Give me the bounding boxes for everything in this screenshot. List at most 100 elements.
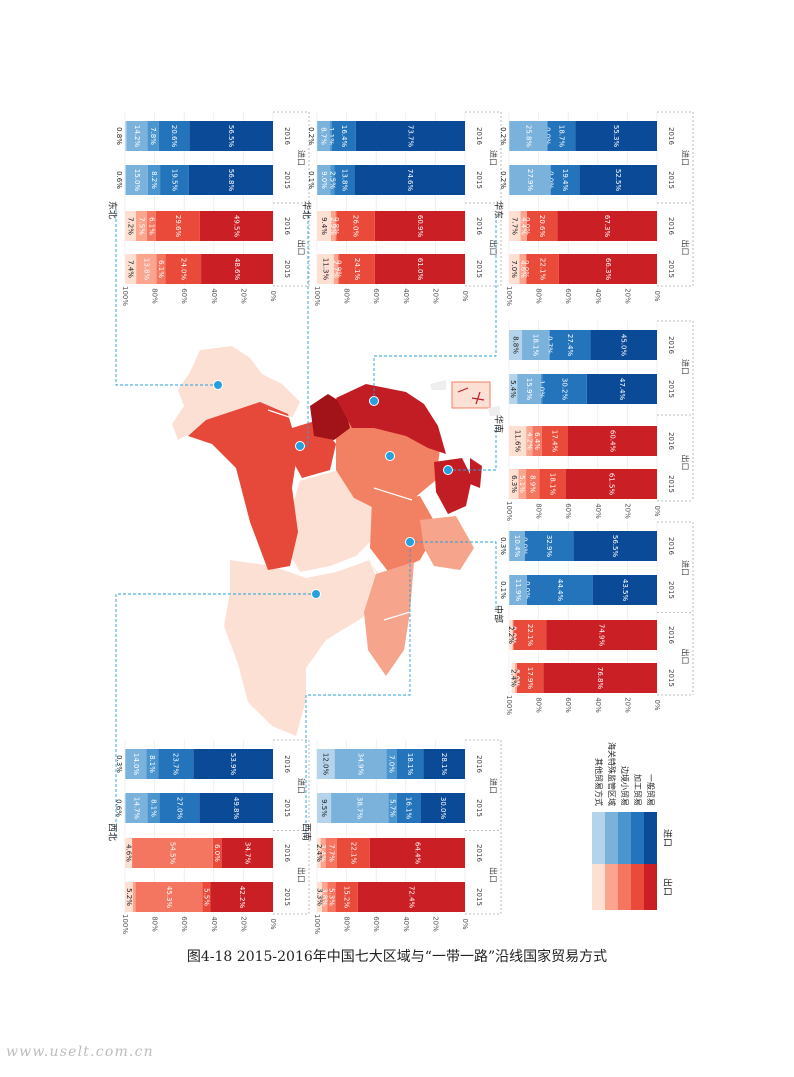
bar-segment — [210, 882, 273, 912]
bar-segment — [573, 531, 657, 561]
map-regions — [172, 346, 482, 736]
data-label: 7.4% — [127, 260, 135, 278]
data-label: 26.0% — [352, 215, 360, 238]
data-label: 18.1% — [549, 473, 557, 496]
year-label: 2016 — [475, 844, 483, 862]
bar-segment — [423, 749, 465, 779]
leader-south — [448, 427, 497, 471]
year-label: 2015 — [667, 260, 675, 278]
bar-segment — [516, 663, 544, 693]
axis-tick-label: 20% — [623, 288, 631, 304]
leader-lines — [115, 205, 497, 838]
bar-segment — [526, 575, 593, 605]
bar-segment — [509, 426, 527, 456]
data-label: 30.2% — [561, 378, 569, 401]
bar-segment — [221, 838, 273, 868]
bar-segment — [125, 793, 148, 823]
bar-segment — [509, 330, 523, 360]
bar-segment — [189, 121, 273, 151]
data-label: 0.2% — [499, 127, 507, 145]
region-northwest — [172, 346, 300, 440]
bar-segment — [520, 211, 527, 241]
data-label: 48.6% — [233, 258, 241, 281]
axis-tick-label: 100% — [313, 914, 321, 934]
bar-segment — [557, 211, 657, 241]
bar-segment — [135, 211, 147, 241]
bar-segment — [158, 121, 190, 151]
bar-segment — [146, 211, 156, 241]
bar-segment — [125, 749, 147, 779]
chart-华东: 0% 20% 40% 60% 80% 100% 66.3% 22.1% 0.0%4.6%7.0%… — [493, 111, 694, 306]
bar-segment — [316, 749, 335, 779]
axis-tick-label: 0% — [269, 918, 277, 929]
legend-category-label: 海关特殊监管区域 — [607, 742, 617, 806]
bar-segment — [547, 121, 576, 151]
data-label: 18.7% — [557, 125, 565, 148]
data-label: 76.8% — [596, 667, 604, 690]
data-label: 34.7% — [243, 842, 251, 865]
data-label: 56.5% — [611, 535, 619, 558]
axis-tick-label: 60% — [564, 288, 572, 304]
axis-tick-label: 20% — [431, 288, 439, 304]
data-label: 7.0% — [510, 260, 518, 278]
data-label: 4.6% — [519, 260, 527, 278]
bar-segment — [549, 330, 591, 360]
axis-tick-label: 80% — [151, 288, 159, 304]
bar-segment — [575, 121, 657, 151]
data-label: 5.3% — [327, 888, 335, 906]
region-label: 西南 — [301, 823, 313, 841]
bar-segment — [201, 254, 273, 284]
region-marker — [311, 589, 321, 599]
data-label: 11.3% — [321, 258, 329, 281]
bar-segment — [396, 749, 424, 779]
data-label: 30.0% — [439, 797, 447, 820]
axis-tick-label: 40% — [594, 697, 602, 713]
region-label: 华东 — [493, 201, 505, 219]
data-label: 7.8% — [149, 127, 157, 145]
axis-tick-label: 20% — [623, 503, 631, 519]
legend-category-label: 加工贸易 — [633, 774, 643, 806]
bar-segment — [124, 793, 126, 823]
bar-segment — [565, 469, 657, 499]
data-label: 53.9% — [229, 753, 237, 776]
data-label: 3.4% — [319, 844, 327, 862]
axis-tick-label: 100% — [505, 695, 513, 715]
bar-segment — [331, 121, 356, 151]
bar-segment — [388, 793, 397, 823]
bar-segment — [147, 121, 159, 151]
bar-segment — [592, 575, 657, 605]
flow-label-export: 出口 — [681, 455, 691, 471]
data-label: 7.5% — [137, 217, 145, 235]
bar-segment — [396, 793, 421, 823]
data-label: 6.1% — [147, 217, 155, 235]
bar-segment — [199, 793, 273, 823]
axis-tick-label: 100% — [505, 501, 513, 521]
chart-东北: 0% 20% 40% 60% 80% 100% 48.6% 24.0% 6.1% 13.8% 7.4… — [107, 111, 310, 306]
china-region-map — [115, 205, 500, 838]
bar-segment — [147, 793, 160, 823]
year-label: 2015 — [283, 799, 291, 817]
legend-swatch-import — [605, 812, 618, 864]
flow-label-export: 出口 — [489, 867, 499, 883]
data-label: 1.1% — [327, 127, 335, 145]
bar-segment — [579, 165, 657, 195]
data-label: 16.4% — [340, 125, 348, 148]
watermark: www.uselt.com.cn — [6, 1044, 154, 1060]
data-label: 9.5% — [320, 799, 328, 817]
bar-segment — [524, 531, 574, 561]
data-label: 12.0% — [322, 753, 330, 776]
bar-segment — [543, 663, 657, 693]
inset-frame — [451, 381, 491, 409]
flow-label-import: 进口 — [681, 359, 690, 375]
flow-label-export: 出口 — [297, 867, 307, 883]
bar-segment — [509, 211, 521, 241]
bar-segment — [125, 882, 133, 912]
bar-segment — [526, 254, 559, 284]
bar-segment — [558, 254, 657, 284]
bar-segment — [526, 469, 540, 499]
data-label: 6.1% — [157, 260, 165, 278]
data-label: 15.0% — [133, 169, 141, 192]
axis-tick-label: 60% — [180, 916, 188, 932]
data-label: 42.2% — [238, 886, 246, 909]
data-label: 5.1% — [518, 475, 526, 493]
